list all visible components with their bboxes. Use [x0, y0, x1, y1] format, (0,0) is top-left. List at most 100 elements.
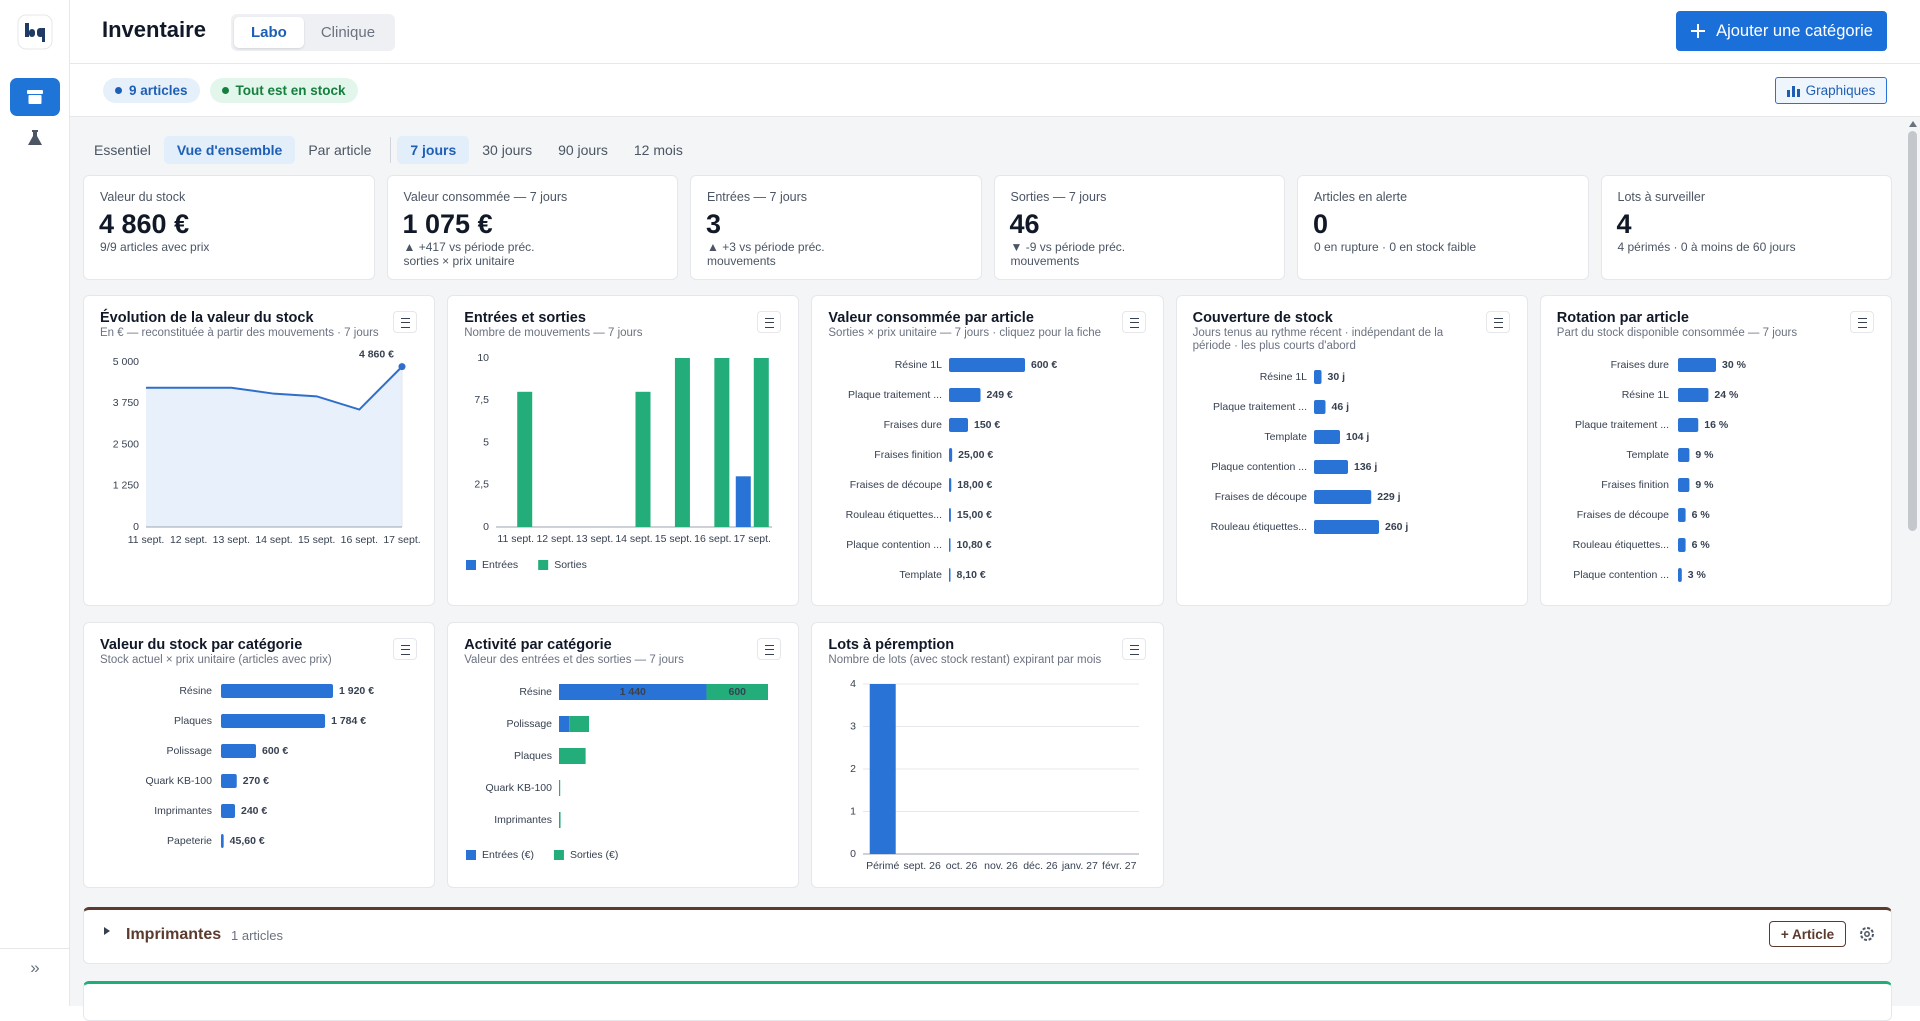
chart-menu[interactable] — [1485, 311, 1510, 333]
chart-menu[interactable] — [757, 311, 782, 333]
area — [146, 366, 402, 527]
site-tab[interactable]: Labo — [234, 17, 304, 48]
legend-label: Sorties (€) — [570, 849, 618, 861]
bar[interactable] — [1677, 508, 1686, 522]
chart-menu[interactable] — [757, 638, 782, 660]
value-label: 136 j — [1354, 461, 1377, 473]
chart-card: 0 2,5 5 7,5 10 11 sept. 12 sept. 13 sept. 14 sep… — [447, 295, 800, 606]
x-tick-label: nov. 26 — [985, 860, 1019, 872]
value-label: 30 j — [1327, 371, 1345, 383]
category-label: Résine — [179, 685, 212, 697]
chart-menu[interactable] — [1849, 311, 1874, 333]
value-label: 45,60 € — [230, 835, 265, 847]
bar — [714, 358, 730, 527]
period-tab[interactable]: 12 mois — [633, 142, 683, 158]
view-tab[interactable]: Essentiel — [94, 142, 151, 158]
chart-title: Lots à péremption — [828, 637, 955, 653]
bar[interactable] — [221, 804, 235, 818]
bar-segment — [559, 812, 561, 828]
bar[interactable] — [1313, 400, 1326, 414]
bar[interactable] — [949, 358, 1026, 372]
bar[interactable] — [1677, 478, 1690, 492]
kpi-note: mouvements — [707, 254, 776, 268]
period-tab[interactable]: 7 jours — [397, 136, 470, 164]
bar[interactable] — [1313, 370, 1322, 384]
bar[interactable] — [1677, 568, 1682, 582]
value-label: 6 % — [1691, 509, 1710, 521]
category-label: Template — [900, 569, 943, 581]
bar[interactable] — [1677, 358, 1716, 372]
value-label: 18,00 € — [958, 479, 993, 491]
bar — [735, 476, 751, 527]
category-label: Fraises finition — [875, 449, 943, 461]
bar[interactable] — [1313, 490, 1371, 504]
bar[interactable] — [1677, 448, 1690, 462]
status-chips: 9 articles Tout est en stock — [103, 78, 368, 103]
category-label: Rouleau étiquettes... — [1572, 539, 1668, 551]
bar[interactable] — [1677, 418, 1699, 432]
segment-label: 600 — [729, 686, 747, 698]
chart-title: Entrées et sorties — [464, 310, 586, 326]
bar[interactable] — [949, 568, 951, 582]
chart-menu[interactable] — [1121, 638, 1146, 660]
bar[interactable] — [949, 478, 952, 492]
chart-title: Activité par catégorie — [464, 637, 612, 653]
y-tick-label: 2 500 — [113, 438, 139, 450]
chart-menu[interactable] — [393, 638, 418, 660]
gear-hole — [1864, 931, 1870, 937]
x-tick-label: 16 sept. — [341, 534, 378, 546]
bar-segment — [559, 716, 570, 732]
scroll-thumb[interactable] — [1908, 131, 1917, 531]
y-tick-label: 10 — [478, 352, 490, 364]
nav-inventory[interactable] — [10, 78, 60, 116]
y-tick-label: 1 250 — [113, 480, 139, 492]
bar[interactable] — [221, 774, 237, 788]
expand-toggle[interactable] — [104, 927, 110, 935]
bar[interactable] — [221, 714, 326, 728]
view-tab[interactable]: Vue d'ensemble — [163, 136, 296, 164]
bar[interactable] — [221, 684, 333, 698]
section-name: Imprimantes — [126, 926, 222, 943]
add-category-button[interactable]: Ajouter une catégorie — [1676, 11, 1887, 51]
chart-subtitle: En € — reconstituée à partir des mouveme… — [100, 327, 379, 339]
period-tab[interactable]: 30 jours — [482, 142, 533, 158]
bar — [753, 358, 769, 527]
kpi-label: Valeur du stock — [100, 190, 186, 204]
bar[interactable] — [221, 834, 224, 848]
add-article-button[interactable]: + Article — [1769, 921, 1846, 947]
chart-card: Résine 1L 600 € Plaque traitement ... 249 €… — [811, 295, 1164, 606]
value-label: 25,00 € — [959, 449, 994, 461]
status-chip: Tout est en stock — [209, 78, 358, 103]
charts-button[interactable]: Graphiques — [1775, 77, 1887, 104]
bar[interactable] — [949, 508, 952, 522]
chart-card: Résine 1L 30 j Plaque traitement ... 46 j Te… — [1175, 295, 1528, 606]
kpi-card: Sorties — 7 jours 46 ▼ -9 vs période préc.… — [993, 175, 1285, 280]
bar[interactable] — [949, 538, 951, 552]
header: Inventaire Labo Clinique Ajouter une caté… — [70, 0, 1920, 64]
settings-icon[interactable] — [1858, 925, 1876, 943]
bar[interactable] — [949, 388, 981, 402]
x-tick-label: 14 sept. — [616, 533, 653, 545]
bar[interactable] — [221, 744, 256, 758]
nav-lab[interactable] — [25, 128, 45, 148]
site-tab[interactable]: Clinique — [320, 24, 376, 41]
kpi-note: ▲ +3 vs période préc. — [707, 240, 825, 254]
bar[interactable] — [949, 448, 953, 462]
bar[interactable] — [1313, 460, 1348, 474]
period-tab[interactable]: 90 jours — [558, 142, 608, 158]
kpi-value: 46 — [1009, 209, 1040, 239]
value-label: 6 % — [1691, 539, 1710, 551]
bar[interactable] — [1677, 538, 1686, 552]
bar[interactable] — [1677, 388, 1709, 402]
x-tick-label: Périmé — [866, 860, 899, 872]
legend-swatch — [538, 560, 549, 570]
chart-menu[interactable] — [393, 311, 418, 333]
view-tab[interactable]: Par article — [308, 142, 372, 158]
bar[interactable] — [1313, 520, 1379, 534]
legend-label: Entrées — [482, 559, 518, 571]
bar[interactable] — [1313, 430, 1340, 444]
bar[interactable] — [949, 418, 969, 432]
category-label: Rouleau étiquettes... — [1210, 521, 1306, 533]
chart-menu[interactable] — [1121, 311, 1146, 333]
expand-sidebar[interactable]: » — [30, 958, 40, 977]
